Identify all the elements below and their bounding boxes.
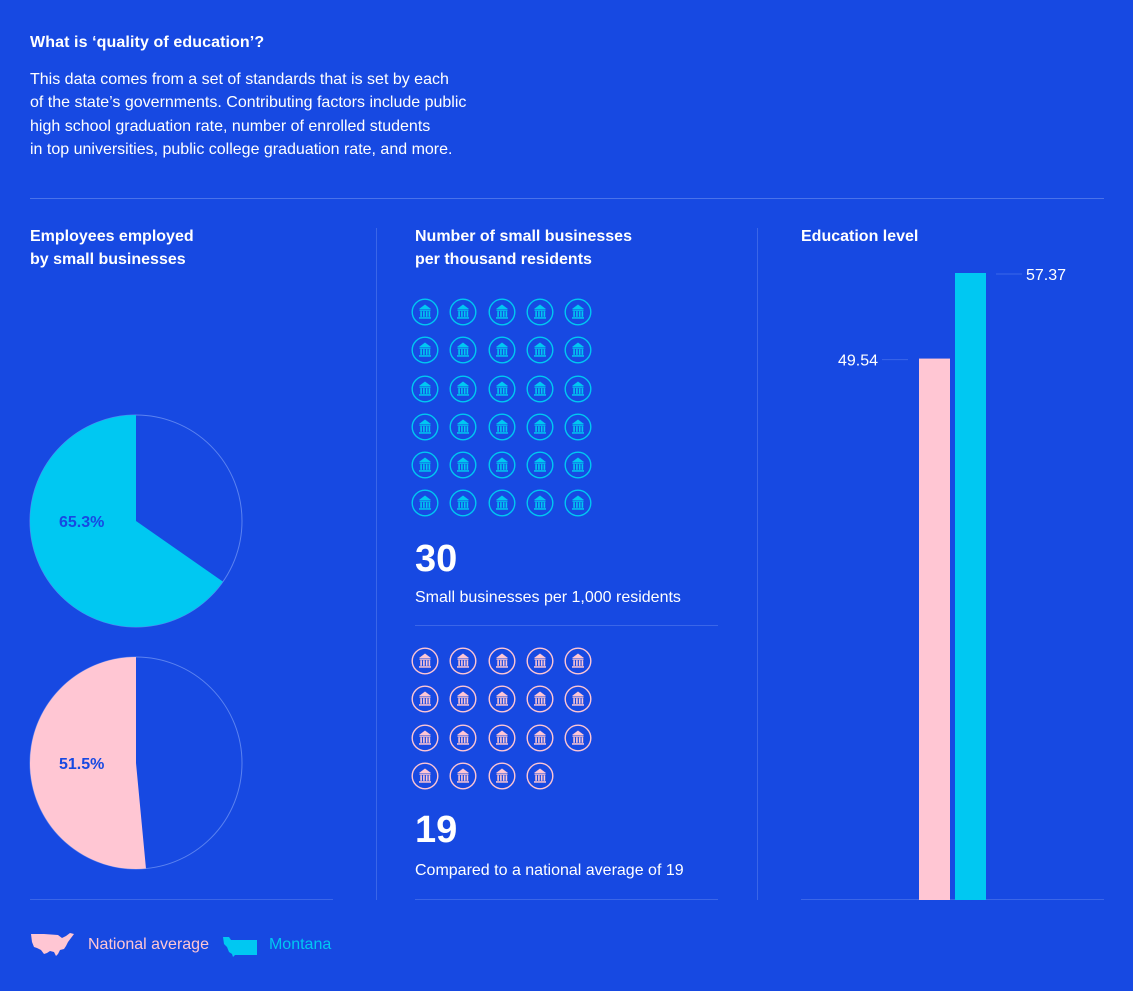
bank-building-icon bbox=[564, 685, 592, 713]
intro-line: in top universities, public college grad… bbox=[30, 140, 453, 158]
bank-building-icon bbox=[411, 451, 439, 479]
montana-business-count: 30 bbox=[415, 538, 458, 580]
bank-building-icon bbox=[449, 762, 477, 790]
bar-montana bbox=[955, 273, 986, 900]
national-business-count: 19 bbox=[415, 809, 458, 851]
bank-building-icon bbox=[564, 724, 592, 752]
bank-building-icon bbox=[564, 375, 592, 403]
bank-building-icon bbox=[488, 336, 516, 364]
bank-building-icon bbox=[564, 336, 592, 364]
national-business-caption: Compared to a national average of 19 bbox=[415, 862, 684, 879]
bank-building-icon bbox=[411, 724, 439, 752]
bank-building-icon bbox=[526, 647, 554, 675]
bar-national bbox=[919, 358, 950, 900]
bank-building-icon bbox=[449, 298, 477, 326]
intro-line: high school graduation rate, number of e… bbox=[30, 117, 431, 135]
bank-building-icon bbox=[488, 413, 516, 441]
bank-building-icon bbox=[411, 685, 439, 713]
bank-building-icon bbox=[488, 451, 516, 479]
usa-map-icon bbox=[31, 933, 74, 956]
bank-building-icon bbox=[449, 375, 477, 403]
bank-building-icon bbox=[526, 298, 554, 326]
bank-building-icon bbox=[411, 336, 439, 364]
bank-building-icon bbox=[488, 375, 516, 403]
column-divider bbox=[757, 228, 758, 900]
bank-building-icon bbox=[526, 762, 554, 790]
bank-building-icon bbox=[411, 375, 439, 403]
legend-label-montana: Montana bbox=[268, 936, 332, 953]
bank-building-icon bbox=[526, 685, 554, 713]
bottom-line bbox=[30, 899, 333, 900]
pie-data-label: 65.3% bbox=[59, 514, 104, 531]
bank-building-icon bbox=[526, 451, 554, 479]
pie-slice bbox=[29, 414, 223, 627]
bank-building-icon bbox=[526, 375, 554, 403]
bank-building-icon bbox=[564, 647, 592, 675]
businesses-section-title: Number of small businesses per thousand … bbox=[415, 228, 632, 268]
bank-building-icon bbox=[411, 647, 439, 675]
bank-building-icon bbox=[526, 336, 554, 364]
bar-data-label: 49.54 bbox=[838, 353, 878, 370]
montana-business-icon-grid bbox=[411, 298, 592, 517]
legend-item-montana: Montana bbox=[222, 933, 332, 957]
bank-building-icon bbox=[449, 413, 477, 441]
bank-building-icon bbox=[411, 762, 439, 790]
pie-montana: 65.3% bbox=[29, 414, 243, 628]
bank-building-icon bbox=[564, 451, 592, 479]
bank-building-icon bbox=[449, 724, 477, 752]
bank-building-icon bbox=[488, 762, 516, 790]
pie-data-label: 51.5% bbox=[59, 756, 104, 773]
intro-body: This data comes from a set of standards … bbox=[30, 68, 550, 161]
bank-building-icon bbox=[488, 489, 516, 517]
bank-building-icon bbox=[411, 413, 439, 441]
separator-line bbox=[415, 899, 718, 900]
bank-building-icon bbox=[526, 724, 554, 752]
bank-building-icon bbox=[526, 413, 554, 441]
legend-item-national: National average bbox=[30, 932, 209, 958]
bank-building-icon bbox=[564, 413, 592, 441]
pie-slice bbox=[29, 657, 146, 869]
separator-line bbox=[415, 625, 718, 626]
bank-building-icon bbox=[449, 336, 477, 364]
bank-building-icon bbox=[411, 298, 439, 326]
bank-building-icon bbox=[488, 724, 516, 752]
legend: National average Montana bbox=[30, 932, 345, 958]
bank-building-icon bbox=[449, 489, 477, 517]
legend-label-national: National average bbox=[88, 936, 209, 953]
education-bar-chart: 49.54 57.37 bbox=[801, 267, 1104, 900]
bank-building-icon bbox=[449, 647, 477, 675]
bank-building-icon bbox=[526, 489, 554, 517]
bank-building-icon bbox=[564, 298, 592, 326]
intro-title: What is ‘quality of education’? bbox=[30, 34, 265, 51]
bank-building-icon bbox=[488, 298, 516, 326]
bar-data-label: 57.37 bbox=[1026, 267, 1066, 284]
top-divider bbox=[30, 198, 1104, 199]
intro-line: This data comes from a set of standards … bbox=[30, 71, 449, 88]
montana-business-caption: Small businesses per 1,000 residents bbox=[415, 589, 681, 606]
pie-national: 51.5% bbox=[29, 656, 243, 870]
national-business-icon-grid bbox=[411, 647, 592, 790]
bank-building-icon bbox=[449, 685, 477, 713]
employees-pie-charts: 65.3% 51.5% bbox=[29, 414, 243, 870]
bank-building-icon bbox=[411, 489, 439, 517]
bank-building-icon bbox=[488, 685, 516, 713]
column-divider bbox=[376, 228, 377, 900]
education-section-title: Education level bbox=[801, 228, 919, 245]
intro-line: of the state’s governments. Contributing… bbox=[30, 94, 467, 112]
bank-building-icon bbox=[488, 647, 516, 675]
employees-section-title: Employees employed by small businesses bbox=[30, 228, 194, 268]
bank-building-icon bbox=[564, 489, 592, 517]
montana-map-icon bbox=[222, 937, 257, 957]
bank-building-icon bbox=[449, 451, 477, 479]
